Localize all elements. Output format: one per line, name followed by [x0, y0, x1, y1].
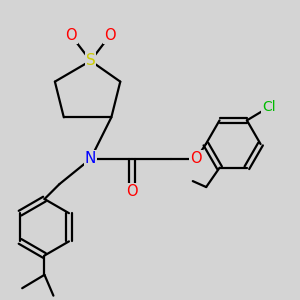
Text: O: O	[65, 28, 77, 43]
Text: O: O	[104, 28, 116, 43]
Text: O: O	[190, 152, 202, 166]
Text: Cl: Cl	[262, 100, 276, 114]
Text: S: S	[86, 53, 95, 68]
Text: N: N	[85, 152, 96, 166]
Text: O: O	[126, 184, 138, 199]
